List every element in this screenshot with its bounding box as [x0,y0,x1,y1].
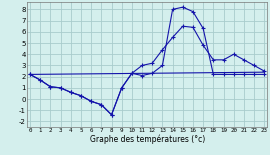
X-axis label: Graphe des températures (°c): Graphe des températures (°c) [90,135,205,144]
